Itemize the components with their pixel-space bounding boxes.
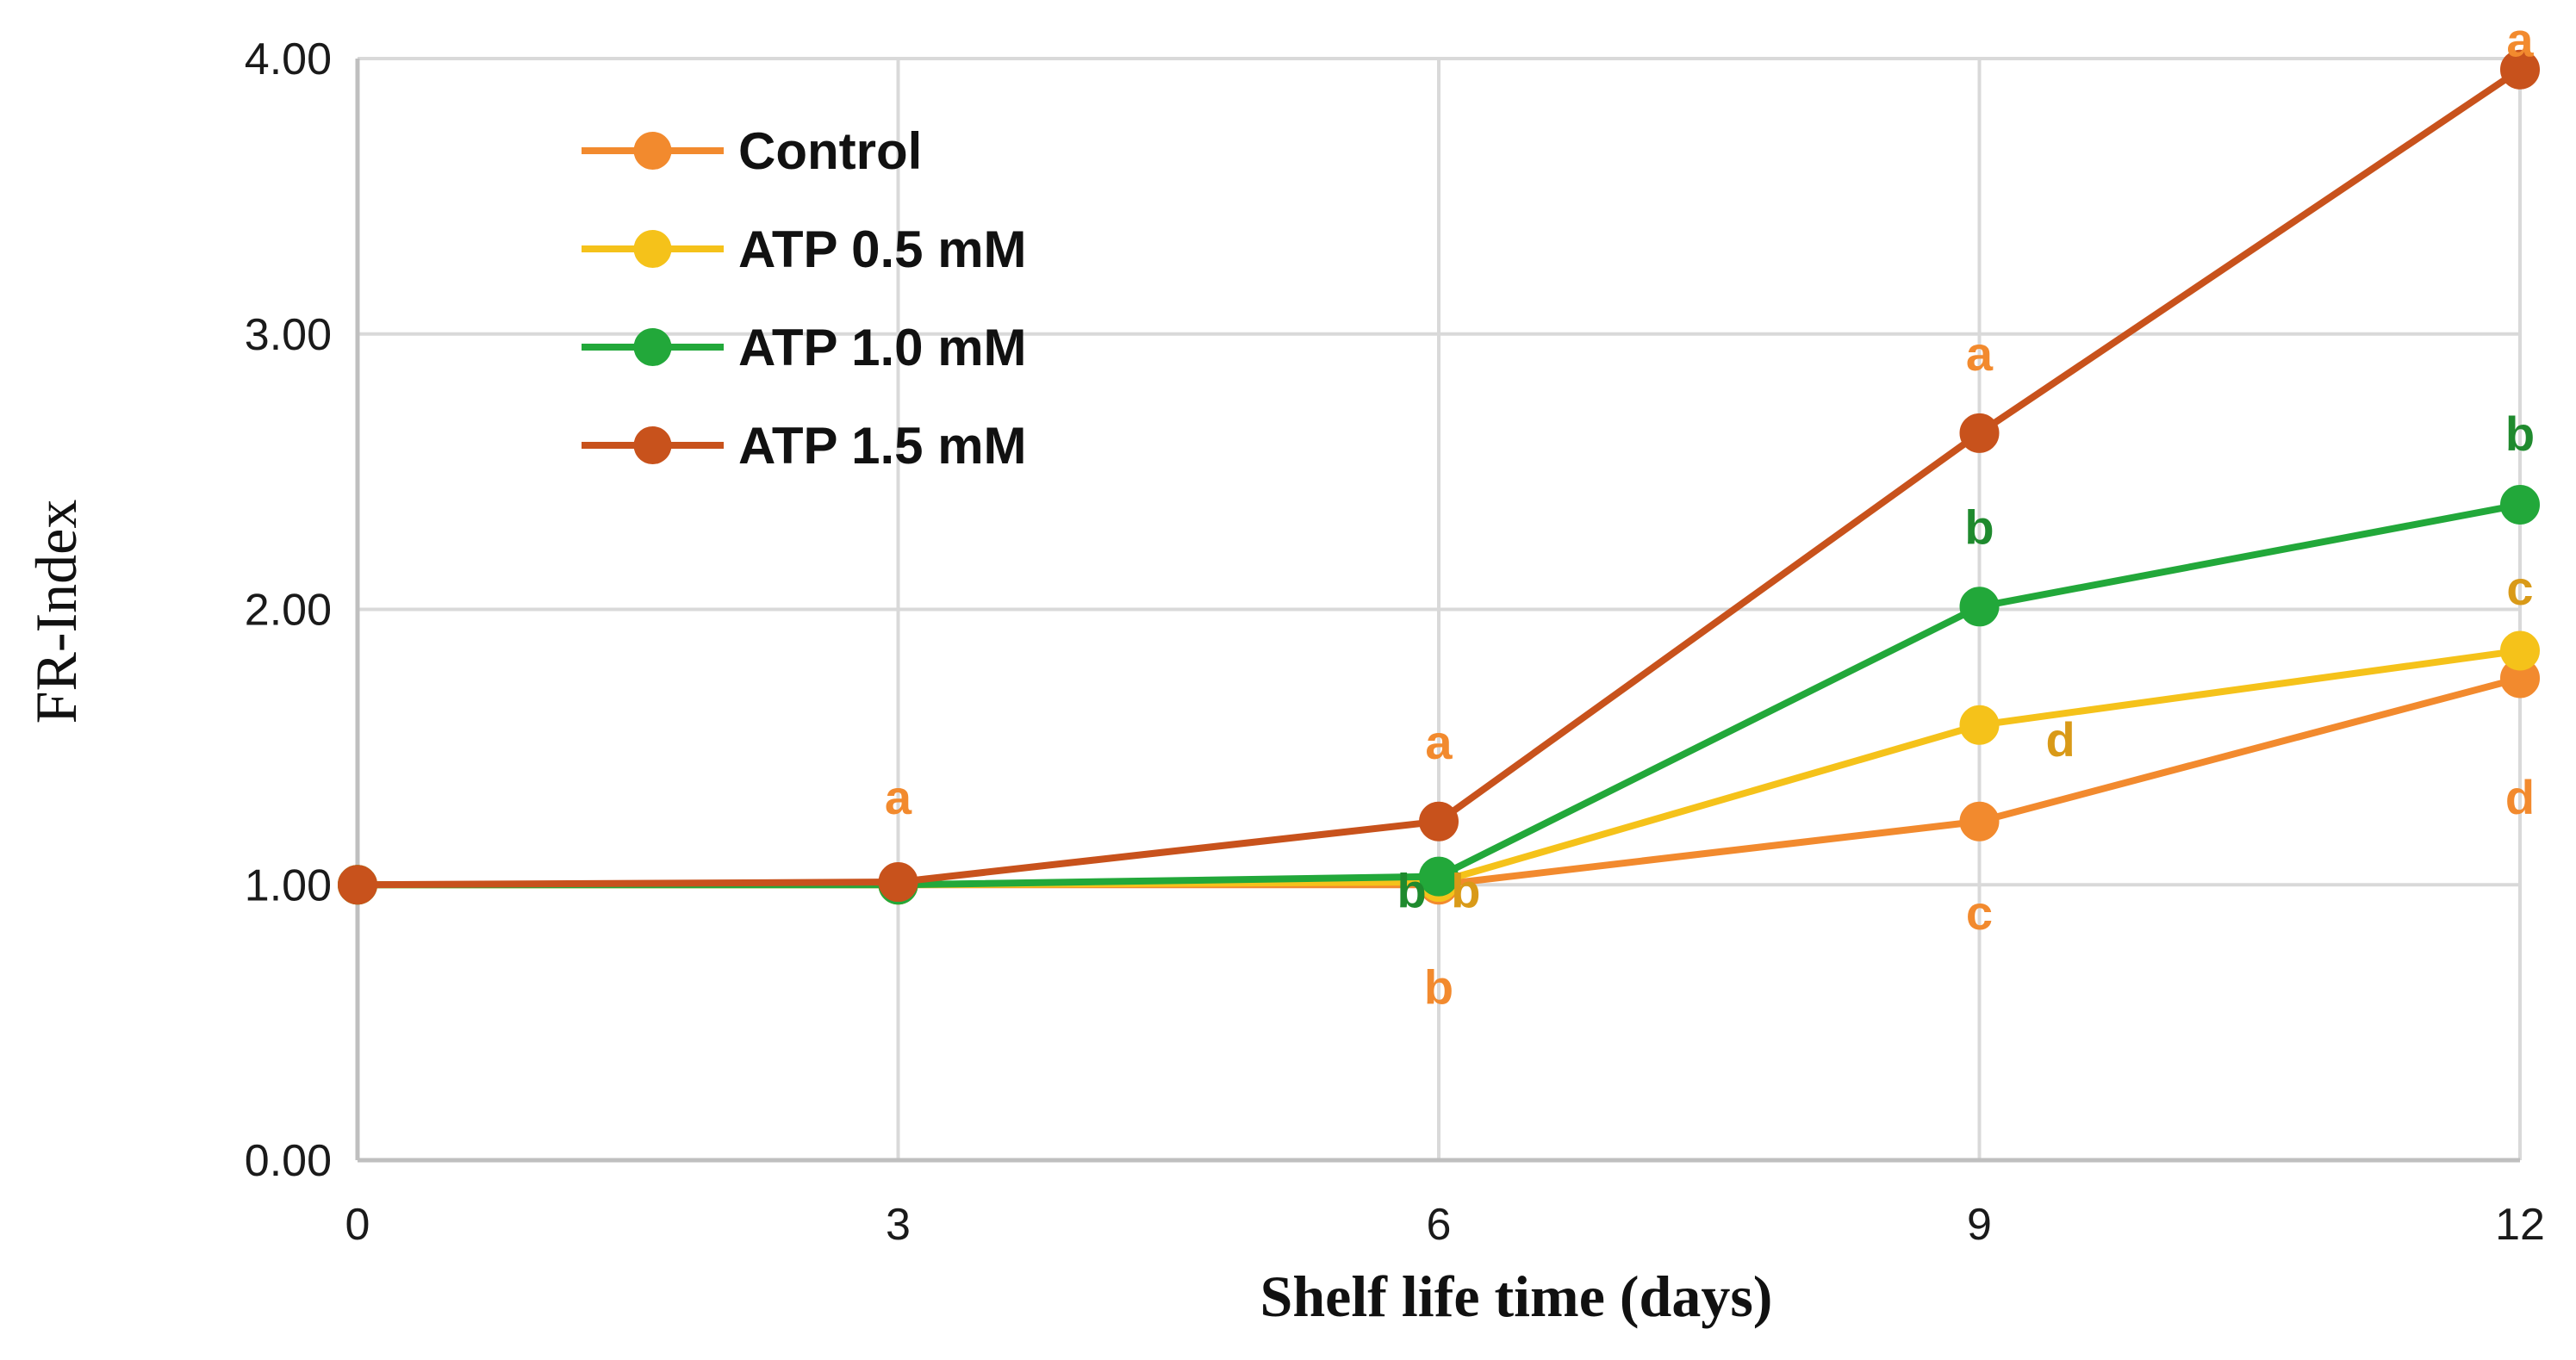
data-point — [2500, 630, 2540, 671]
x-tick-label: 0 — [345, 1200, 370, 1250]
legend-label: Control — [738, 122, 922, 180]
data-point — [2500, 484, 2540, 525]
legend-marker — [633, 230, 672, 268]
y-tick-label: 2.00 — [245, 586, 332, 636]
significance-label: a — [2506, 13, 2534, 67]
legend-item: ATP 0.5 mM — [582, 220, 1027, 278]
legend-marker — [633, 328, 672, 366]
data-point — [1959, 801, 2000, 841]
x-tick-label: 12 — [2495, 1200, 2545, 1250]
y-axis-title: FR-Index — [23, 500, 89, 724]
legend-marker — [633, 132, 672, 170]
significance-label: b — [2505, 407, 2535, 461]
x-axis-title: Shelf life time (days) — [1260, 1264, 1773, 1329]
legend-label: ATP 0.5 mM — [738, 220, 1027, 278]
y-tick-label: 4.00 — [245, 34, 332, 84]
legend-marker — [633, 426, 672, 464]
significance-label: b — [1397, 864, 1427, 918]
significance-label: b — [1424, 960, 1453, 1015]
data-point — [1959, 413, 2000, 453]
legend-item: ATP 1.5 mM — [582, 417, 1027, 475]
significance-label: a — [885, 770, 912, 824]
data-point — [1959, 705, 2000, 745]
legend-item: Control — [582, 122, 922, 180]
x-tick-label: 9 — [1967, 1200, 1992, 1250]
legend-item: ATP 1.0 mM — [582, 319, 1027, 376]
significance-label: b — [1964, 500, 1994, 555]
axes: 0.00 1.00 2.00 3.00 4.00 0 3 6 9 12 — [245, 34, 2545, 1250]
significance-label: a — [1966, 326, 1994, 381]
data-point — [2500, 49, 2540, 90]
data-point — [1419, 856, 1459, 897]
significance-label: c — [1966, 885, 1993, 940]
legend-label: ATP 1.5 mM — [738, 417, 1027, 475]
significance-label: c — [2506, 561, 2533, 615]
y-tick-label: 1.00 — [245, 860, 332, 910]
legend: Control ATP 0.5 mM ATP 1.0 mM ATP 1.5 mM — [582, 122, 1027, 475]
x-tick-label: 6 — [1427, 1200, 1452, 1250]
data-point — [878, 862, 918, 903]
series-4 — [338, 49, 2540, 905]
significance-label: d — [2046, 712, 2075, 767]
grid — [358, 57, 2522, 1160]
significance-label: a — [1425, 715, 1453, 769]
legend-label: ATP 1.0 mM — [738, 319, 1027, 376]
y-tick-label: 3.00 — [245, 310, 332, 360]
significance-label: b — [1451, 864, 1480, 918]
data-point — [1959, 587, 2000, 627]
significance-label: d — [2505, 770, 2535, 824]
y-tick-label: 0.00 — [245, 1136, 332, 1186]
data-point — [1419, 801, 1459, 841]
series-layer — [338, 49, 2540, 905]
data-point — [338, 865, 377, 905]
x-tick-label: 3 — [886, 1200, 911, 1250]
